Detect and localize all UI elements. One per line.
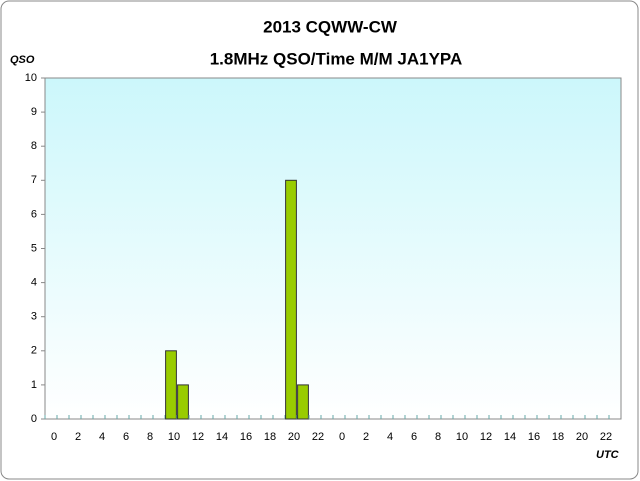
x-tick-label: 2 [75, 431, 81, 443]
x-axis-label: UTC [596, 449, 620, 461]
chart-subtitle: 1.8MHz QSO/Time M/M JA1YPA [210, 49, 463, 68]
plot-area [44, 77, 622, 420]
x-tick-label: 14 [504, 431, 516, 443]
y-tick-label: 1 [31, 379, 37, 391]
x-tick-label: 4 [387, 431, 393, 443]
x-tick-label: 0 [51, 431, 57, 443]
x-tick-label: 8 [147, 431, 153, 443]
y-tick-label: 3 [31, 311, 37, 323]
y-tick-label: 4 [31, 277, 37, 289]
x-tick-label: 2 [363, 431, 369, 443]
y-axis-label: QSO [10, 54, 35, 66]
bar [177, 384, 189, 420]
chart-title: 2013 CQWW-CW [263, 17, 398, 36]
x-tick-label: 8 [435, 431, 441, 443]
y-tick-label: 9 [31, 106, 37, 118]
x-tick-label: 12 [480, 431, 492, 443]
bar [165, 350, 177, 420]
y-tick-label: 6 [31, 208, 37, 220]
x-tick-label: 0 [339, 431, 345, 443]
x-tick-label: 20 [288, 431, 300, 443]
y-tick-label: 0 [31, 413, 37, 425]
y-tick-label: 7 [31, 174, 37, 186]
x-tick-label: 10 [168, 431, 180, 443]
x-tick-label: 22 [600, 431, 612, 443]
bar [297, 384, 309, 420]
x-tick-label: 18 [264, 431, 276, 443]
y-tick-label: 2 [31, 345, 37, 357]
x-tick-label: 14 [216, 431, 228, 443]
y-tick-label: 5 [31, 242, 37, 254]
x-tick-label: 22 [312, 431, 324, 443]
x-tick-label: 4 [99, 431, 105, 443]
x-tick-label: 18 [552, 431, 564, 443]
x-tick-label: 6 [411, 431, 417, 443]
bar [285, 179, 297, 420]
x-tick-label: 6 [123, 431, 129, 443]
x-tick-label: 16 [528, 431, 540, 443]
x-tick-label: 16 [240, 431, 252, 443]
x-tick-label: 20 [576, 431, 588, 443]
x-tick-label: 10 [456, 431, 468, 443]
y-tick-label: 8 [31, 140, 37, 152]
x-tick-label: 12 [192, 431, 204, 443]
y-tick-label: 10 [25, 72, 37, 84]
